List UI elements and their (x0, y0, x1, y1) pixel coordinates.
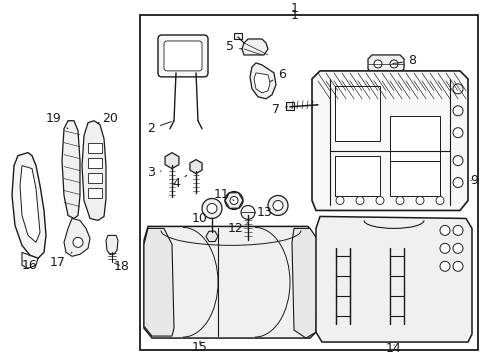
Polygon shape (291, 228, 317, 338)
Circle shape (206, 203, 217, 213)
Polygon shape (82, 121, 106, 220)
Circle shape (452, 225, 462, 235)
Circle shape (267, 195, 287, 215)
Text: 7: 7 (271, 103, 287, 116)
Text: 18: 18 (114, 260, 130, 273)
Text: 9: 9 (469, 174, 477, 187)
Circle shape (375, 197, 383, 204)
Bar (389, 116, 439, 190)
Bar (234, 33, 242, 39)
Text: 10: 10 (192, 212, 212, 225)
Bar (88, 188, 102, 198)
Circle shape (439, 243, 449, 253)
Circle shape (452, 177, 462, 188)
Circle shape (202, 198, 222, 219)
Circle shape (389, 60, 397, 68)
Bar (334, 86, 379, 141)
Circle shape (452, 243, 462, 253)
Polygon shape (242, 39, 267, 55)
Polygon shape (143, 226, 317, 338)
Polygon shape (311, 71, 467, 211)
Circle shape (335, 197, 343, 204)
Text: 19: 19 (46, 112, 68, 129)
Text: 1: 1 (290, 1, 298, 15)
Text: 13: 13 (257, 206, 278, 219)
Bar (88, 158, 102, 168)
Polygon shape (20, 166, 40, 242)
Text: 17: 17 (50, 252, 72, 269)
Bar (334, 156, 379, 195)
Text: 15: 15 (192, 341, 207, 354)
FancyBboxPatch shape (163, 41, 202, 71)
Polygon shape (249, 63, 275, 99)
Circle shape (395, 197, 403, 204)
Text: 4: 4 (172, 175, 186, 190)
Circle shape (452, 156, 462, 166)
Text: 14: 14 (386, 342, 401, 355)
Polygon shape (64, 219, 90, 256)
Circle shape (435, 197, 443, 204)
Circle shape (229, 197, 238, 204)
Text: 5: 5 (225, 40, 242, 54)
Text: 8: 8 (392, 54, 415, 67)
Circle shape (452, 106, 462, 116)
Circle shape (452, 128, 462, 138)
Circle shape (415, 197, 423, 204)
Text: 16: 16 (22, 255, 38, 272)
Polygon shape (62, 121, 80, 219)
Text: 2: 2 (147, 122, 171, 135)
Text: 1: 1 (290, 9, 298, 22)
FancyBboxPatch shape (158, 35, 207, 77)
Circle shape (272, 201, 283, 211)
Polygon shape (22, 252, 38, 268)
Polygon shape (12, 153, 46, 258)
Circle shape (452, 261, 462, 271)
Circle shape (439, 225, 449, 235)
Circle shape (224, 192, 243, 210)
Text: 3: 3 (147, 166, 161, 179)
Bar (285, 102, 293, 110)
Circle shape (373, 60, 381, 68)
Circle shape (73, 237, 83, 247)
Bar (88, 172, 102, 183)
Polygon shape (315, 216, 471, 342)
Circle shape (452, 84, 462, 94)
Polygon shape (106, 235, 118, 254)
Text: 12: 12 (228, 222, 247, 235)
Polygon shape (253, 73, 269, 93)
Bar (389, 161, 439, 195)
Text: 20: 20 (98, 112, 118, 125)
Text: 6: 6 (270, 68, 285, 81)
Circle shape (355, 197, 363, 204)
Circle shape (241, 206, 254, 220)
Polygon shape (143, 228, 174, 336)
Polygon shape (367, 55, 403, 73)
Text: 11: 11 (214, 188, 234, 201)
Bar (88, 143, 102, 153)
Circle shape (439, 261, 449, 271)
Bar (140, 15, 477, 350)
